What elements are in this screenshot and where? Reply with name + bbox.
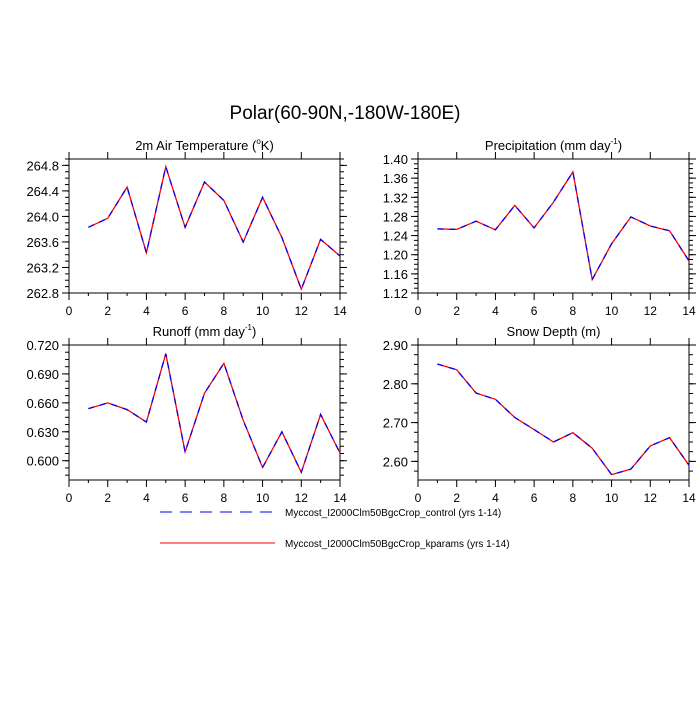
legend-label-kparams: Myccost_I2000Clm50BgcCrop_kparams (yrs 1…	[285, 539, 510, 550]
y-tick-label: 2.90	[383, 338, 408, 353]
panel-precipitation: Precipitation (mm day-1) 0 2 4 6 8 10 12 14 1.12 1…	[383, 137, 696, 318]
panel-title-text: 2m Air Temperature (	[135, 138, 257, 153]
x-tick-label: 8	[570, 491, 577, 505]
panel-title-text: Snow Depth (m)	[507, 324, 601, 339]
x-tick-label: 12	[644, 304, 658, 318]
panel-title: Runoff (mm day-1)	[153, 323, 257, 339]
x-tick-label: 2	[104, 491, 111, 505]
legend: Myccost_I2000Clm50BgcCrop_control (yrs 1…	[160, 508, 510, 550]
x-tick-label: 0	[66, 491, 73, 505]
x-tick-label: 14	[333, 304, 347, 318]
legend-label-control: Myccost_I2000Clm50BgcCrop_control (yrs 1…	[285, 508, 501, 519]
x-tick-label: 8	[221, 304, 228, 318]
x-tick-label: 14	[333, 491, 347, 505]
x-tick-label: 10	[256, 491, 270, 505]
panel-title-end: K)	[261, 138, 274, 153]
x-tick-label: 8	[221, 491, 228, 505]
x-tick-label: 2	[104, 304, 111, 318]
series-line-kparams	[437, 363, 690, 476]
x-tick-label: 0	[66, 304, 73, 318]
y-tick-label: 1.40	[383, 152, 408, 167]
x-tick-label: 2	[453, 304, 460, 318]
series-line-control	[437, 363, 690, 476]
panel-title-text: Precipitation (mm day	[485, 138, 611, 153]
panel-title: Precipitation (mm day-1)	[485, 137, 622, 153]
y-tick-label: 2.70	[383, 416, 408, 431]
x-tick-label: 6	[182, 491, 189, 505]
y-tick-label: 0.690	[26, 367, 59, 382]
series-line-control	[88, 353, 341, 475]
series-line-kparams	[88, 353, 341, 475]
x-tick-label: 4	[143, 304, 150, 318]
panel-title-superscript: -1	[611, 137, 619, 146]
plot-frame	[68, 344, 341, 481]
x-tick-label: 8	[570, 304, 577, 318]
panel-title-text: Runoff (mm day	[153, 324, 246, 339]
y-tick-label: 264.0	[26, 209, 59, 224]
x-tick-label: 12	[295, 491, 309, 505]
y-tick-label: 264.8	[26, 158, 59, 173]
y-tick-label: 263.6	[26, 235, 59, 250]
x-tick-label: 12	[644, 491, 658, 505]
y-tick-label: 1.28	[383, 209, 408, 224]
x-tick-label: 10	[256, 304, 270, 318]
x-tick-label: 0	[415, 304, 422, 318]
y-tick-label: 2.80	[383, 377, 408, 392]
panel-title-superscript: o	[256, 137, 261, 146]
x-tick-label: 14	[682, 304, 696, 318]
x-tick-label: 10	[605, 491, 619, 505]
y-tick-label: 1.36	[383, 171, 408, 186]
panel-runoff: Runoff (mm day-1) 0 2 4 6 8 10 12 14 0.600 0.630 0.…	[26, 323, 347, 505]
series-line-control	[88, 164, 341, 292]
x-tick-label: 6	[531, 491, 538, 505]
x-tick-label: 6	[182, 304, 189, 318]
y-tick-label: 1.20	[383, 248, 408, 263]
main-title: Polar(60-90N,-180W-180E)	[230, 103, 461, 124]
panel-title: Snow Depth (m)	[507, 324, 601, 339]
y-tick-label: 2.60	[383, 454, 408, 469]
x-tick-label: 4	[492, 304, 499, 318]
series-line-control	[437, 170, 690, 282]
plot-frame	[417, 158, 690, 294]
x-tick-label: 14	[682, 491, 696, 505]
y-tick-label: 1.24	[383, 229, 408, 244]
x-tick-label: 4	[143, 491, 150, 505]
panel-title: 2m Air Temperature (oK)	[135, 137, 274, 153]
y-tick-label: 0.660	[26, 396, 59, 411]
x-tick-label: 0	[415, 491, 422, 505]
y-tick-label: 1.12	[383, 286, 408, 301]
plot-frame	[417, 344, 690, 481]
y-tick-label: 264.4	[26, 184, 59, 199]
panel-temperature: 2m Air Temperature (oK) 0 2 4 6 8 10 12 14 262.8 2…	[26, 137, 347, 318]
x-tick-label: 12	[295, 304, 309, 318]
y-tick-label: 262.8	[26, 286, 59, 301]
y-tick-label: 1.16	[383, 267, 408, 282]
panel-title-superscript: -1	[245, 323, 253, 332]
panel-snow-depth: Snow Depth (m) 0 2 4 6 8 10 12 14 2.60 2.70 2.80 2.9…	[383, 324, 696, 505]
plot-frame	[68, 158, 341, 294]
series-line-kparams	[88, 164, 341, 292]
y-tick-label: 1.32	[383, 190, 408, 205]
y-tick-label: 0.630	[26, 425, 59, 440]
x-tick-label: 6	[531, 304, 538, 318]
y-tick-label: 0.720	[26, 338, 59, 353]
y-tick-label: 263.2	[26, 260, 59, 275]
panel-title-end: )	[252, 324, 256, 339]
y-tick-label: 0.600	[26, 454, 59, 469]
x-tick-label: 4	[492, 491, 499, 505]
x-tick-label: 2	[453, 491, 460, 505]
x-tick-label: 10	[605, 304, 619, 318]
panel-title-end: )	[618, 138, 622, 153]
